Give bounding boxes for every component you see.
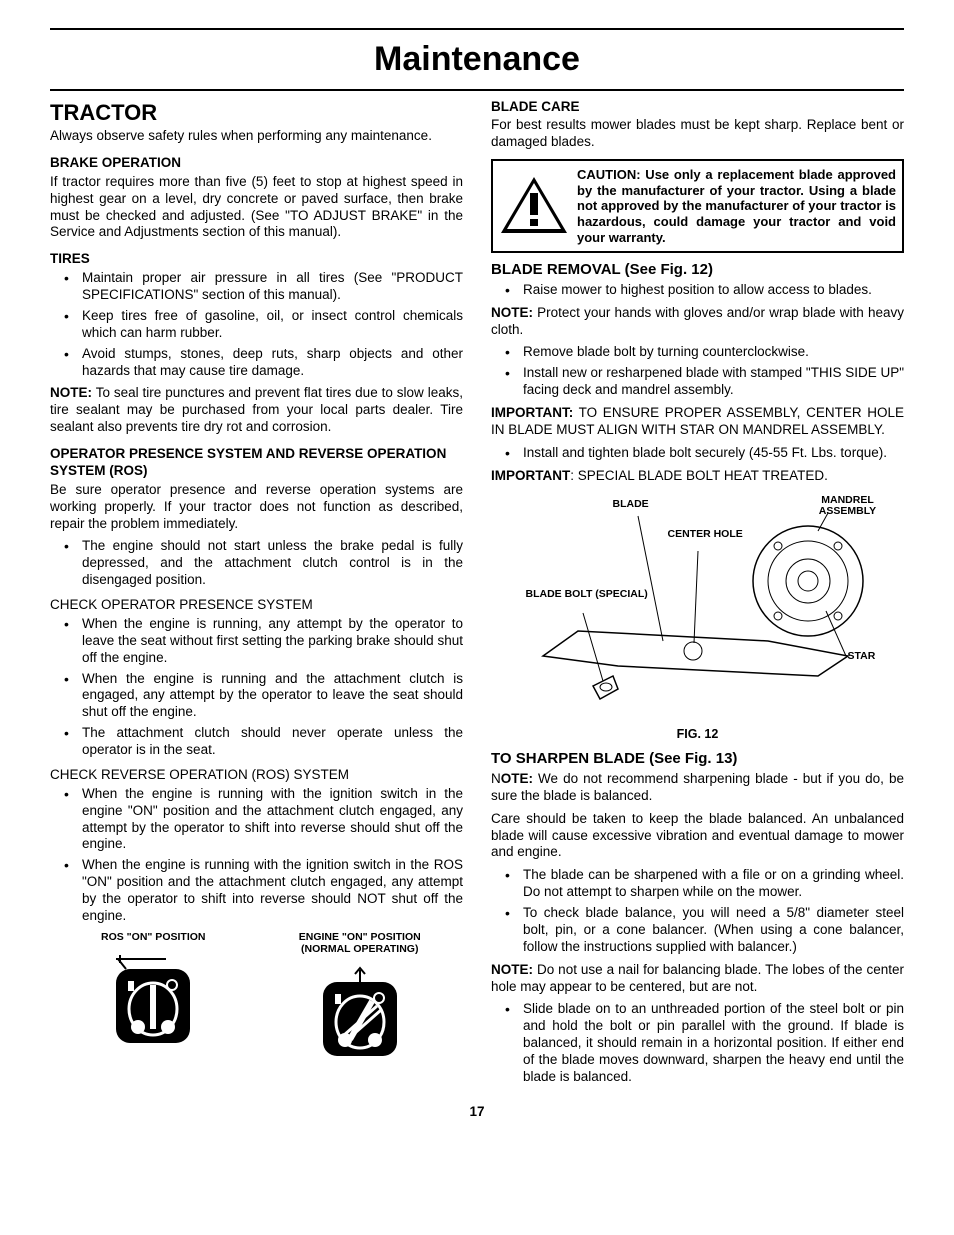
content-columns: TRACTOR Always observe safety rules when… bbox=[50, 99, 904, 1092]
note-prefix: N bbox=[491, 771, 501, 786]
sharpen-body2: Care should be taken to keep the blade b… bbox=[491, 811, 904, 862]
list-item: Keep tires free of gasoline, oil, or ins… bbox=[50, 308, 463, 342]
list-item: To check blade balance, you will need a … bbox=[491, 905, 904, 956]
blade-removal-heading: BLADE REMOVAL (See Fig. 12) bbox=[491, 261, 904, 280]
tires-list: Maintain proper air pressure in all tire… bbox=[50, 270, 463, 379]
engine-switch-block: ENGINE "ON" POSITION (NORMAL OPERATING) bbox=[257, 931, 464, 1064]
check-ops-list: When the engine is running, any attempt … bbox=[50, 616, 463, 759]
tires-note: NOTE: To seal tire punctures and prevent… bbox=[50, 385, 463, 436]
ros-switch-icon bbox=[98, 951, 208, 1046]
check-ros-list: When the engine is running with the igni… bbox=[50, 786, 463, 925]
sharpen-note2: NOTE: Do not use a nail for balancing bl… bbox=[491, 962, 904, 996]
note-label: NOTE: bbox=[491, 305, 533, 320]
important-label: IMPORTANT bbox=[491, 468, 570, 483]
page-number: 17 bbox=[50, 1104, 904, 1121]
list-item: The blade can be sharpened with a file o… bbox=[491, 867, 904, 901]
blade-diagram: BLADE MANDREL ASSEMBLY CENTER HOLE BLADE… bbox=[508, 491, 888, 721]
ros-switch-block: ROS "ON" POSITION bbox=[50, 931, 257, 1064]
removal-list-2: Remove blade bolt by turning countercloc… bbox=[491, 344, 904, 399]
removal-list-3: Install and tighten blade bolt securely … bbox=[491, 445, 904, 462]
ros-heading: OPERATOR PRESENCE SYSTEM AND REVERSE OP­… bbox=[50, 446, 463, 480]
engine-switch-icon bbox=[305, 964, 415, 1059]
ros-intro: Be sure operator presence and reverse op… bbox=[50, 482, 463, 533]
caution-box: CAUTION: Use only a replacement blade ap… bbox=[491, 159, 904, 253]
engine-label-line2: (NORMAL OPERATING) bbox=[301, 943, 418, 955]
list-item: The attachment clutch should never opera… bbox=[50, 725, 463, 759]
sharpen-list: The blade can be sharpened with a file o… bbox=[491, 867, 904, 955]
label-blade-bolt: BLADE BOLT (SPECIAL) bbox=[526, 589, 648, 601]
left-column: TRACTOR Always observe safety rules when… bbox=[50, 99, 463, 1092]
label-center-hole: CENTER HOLE bbox=[668, 529, 743, 541]
sharpen-note1: NOTE: We do not recommend sharpening bla… bbox=[491, 771, 904, 805]
list-item: Raise mower to highest position to allow… bbox=[491, 282, 904, 299]
sharpen-list-last: Slide blade on to an unthreaded portion … bbox=[491, 1001, 904, 1085]
note-text: Protect your hands with gloves and/or wr… bbox=[491, 305, 904, 337]
page-title: Maintenance bbox=[50, 38, 904, 81]
tractor-heading: TRACTOR bbox=[50, 99, 463, 127]
tires-heading: TIRES bbox=[50, 251, 463, 268]
note-text: To seal tire punctures and prevent flat … bbox=[50, 385, 463, 434]
engine-label-line1: ENGINE "ON" POSITION bbox=[299, 931, 421, 943]
label-star: STAR bbox=[848, 651, 876, 663]
tractor-intro: Always observe safety rules when perform… bbox=[50, 128, 463, 145]
blade-care-body: For best results mower blades must be ke… bbox=[491, 117, 904, 151]
rule-bottom bbox=[50, 89, 904, 91]
engine-switch-label: ENGINE "ON" POSITION (NORMAL OPERATING) bbox=[257, 931, 464, 956]
note-label: NOTE: bbox=[491, 962, 533, 977]
switch-diagram-row: ROS "ON" POSITION ENGINE "ON" POSITION ( bbox=[50, 931, 463, 1064]
note-label: NOTE: bbox=[50, 385, 92, 400]
note-text: Do not use a nail for balancing blade. T… bbox=[491, 962, 904, 994]
list-item: Slide blade on to an unthreaded portion … bbox=[491, 1001, 904, 1085]
removal-important-1: IMPORTANT: TO ENSURE PROPER ASSEMBLY, CE… bbox=[491, 405, 904, 439]
removal-list-1: Raise mower to highest position to allow… bbox=[491, 282, 904, 299]
rule-top bbox=[50, 28, 904, 30]
check-ros-heading: CHECK REVERSE OPERATION (ROS) SYSTEM bbox=[50, 767, 463, 784]
blade-care-heading: BLADE CARE bbox=[491, 99, 904, 116]
list-item: When the engine is running with the igni… bbox=[50, 786, 463, 854]
label-blade: BLADE bbox=[613, 499, 649, 511]
list-item: Remove blade bolt by turning countercloc… bbox=[491, 344, 904, 361]
list-item: When the engine is running and the attac… bbox=[50, 671, 463, 722]
important-label: IMPORTANT: bbox=[491, 405, 573, 420]
label-mandrel: MANDREL ASSEMBLY bbox=[808, 495, 888, 518]
brake-body: If tractor requires more than five (5) f… bbox=[50, 174, 463, 242]
list-item: Maintain proper air pressure in all tire… bbox=[50, 270, 463, 304]
list-item: The engine should not start unless the b… bbox=[50, 538, 463, 589]
check-ops-heading: CHECK OPERATOR PRESENCE SYSTEM bbox=[50, 597, 463, 614]
list-item: Avoid stumps, stones, deep ruts, sharp o… bbox=[50, 346, 463, 380]
ros-intro-list: The engine should not start unless the b… bbox=[50, 538, 463, 589]
removal-note: NOTE: Protect your hands with gloves and… bbox=[491, 305, 904, 339]
ros-switch-label: ROS "ON" POSITION bbox=[50, 931, 257, 944]
caution-text: CAUTION: Use only a replacement blade ap… bbox=[577, 167, 896, 245]
fig12-caption: FIG. 12 bbox=[491, 727, 904, 743]
important-text: : SPECIAL BLADE BOLT HEAT TREATED. bbox=[570, 468, 828, 483]
list-item: Install and tighten blade bolt securely … bbox=[491, 445, 904, 462]
list-item: When the engine is running, any attempt … bbox=[50, 616, 463, 667]
caution-icon bbox=[499, 167, 569, 245]
brake-heading: BRAKE OPERATION bbox=[50, 155, 463, 172]
note-label: OTE: bbox=[501, 771, 533, 786]
list-item: When the engine is running with the igni… bbox=[50, 857, 463, 925]
list-item: Install new or resharpened blade with st… bbox=[491, 365, 904, 399]
removal-important-2: IMPORTANT: SPECIAL BLADE BOLT HEAT TREAT… bbox=[491, 468, 904, 485]
blade-diagram-svg bbox=[508, 491, 888, 721]
right-column: BLADE CARE For best results mower blades… bbox=[491, 99, 904, 1092]
sharpen-heading: TO SHARPEN BLADE (See Fig. 13) bbox=[491, 750, 904, 769]
note-text: We do not recommend sharpening blade - b… bbox=[491, 771, 904, 803]
